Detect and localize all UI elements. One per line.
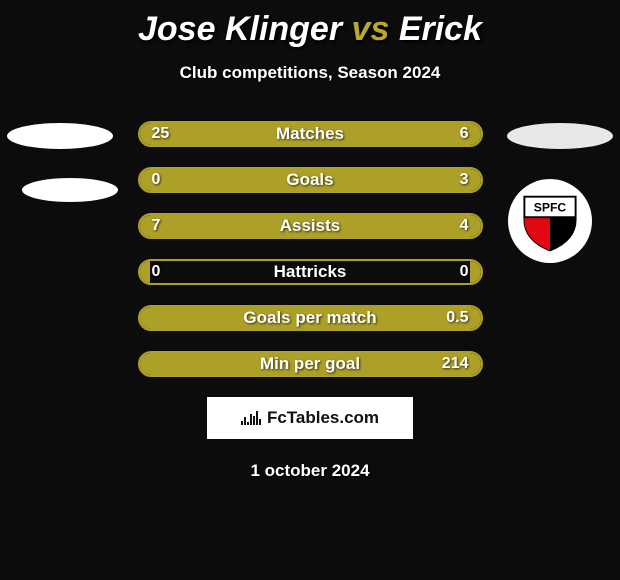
club-badge: SPFC <box>508 179 592 263</box>
brand-box: FcTables.com <box>207 397 413 439</box>
decorative-ellipse-left-2 <box>22 178 118 202</box>
decorative-ellipse-right <box>507 123 613 149</box>
stat-row: 03Goals <box>138 167 483 193</box>
player-left-name: Jose Klinger <box>138 10 342 48</box>
stat-row: 214Min per goal <box>138 351 483 377</box>
player-right-name: Erick <box>399 10 482 48</box>
badge-text: SPFC <box>534 200 567 214</box>
stat-label: Goals per match <box>140 307 481 329</box>
stat-label: Assists <box>140 215 481 237</box>
stat-label: Min per goal <box>140 353 481 375</box>
vs-label: vs <box>352 10 390 48</box>
decorative-ellipse-left-1 <box>7 123 113 149</box>
subtitle: Club competitions, Season 2024 <box>0 63 620 83</box>
stat-row: 00Hattricks <box>138 259 483 285</box>
date-label: 1 october 2024 <box>0 461 620 481</box>
stat-label: Matches <box>140 123 481 145</box>
stat-label: Goals <box>140 169 481 191</box>
stat-row: 0.5Goals per match <box>138 305 483 331</box>
stats-container: 256Matches 03Goals 74Assists 00Hattricks 0.5… <box>138 121 483 377</box>
page-title: Jose Klinger vs Erick <box>0 0 620 49</box>
stat-row: 256Matches <box>138 121 483 147</box>
brand-text: FcTables.com <box>267 408 379 428</box>
club-badge-svg: SPFC <box>518 189 582 253</box>
stat-label: Hattricks <box>140 261 481 283</box>
brand-bars-icon <box>241 411 261 425</box>
stat-row: 74Assists <box>138 213 483 239</box>
